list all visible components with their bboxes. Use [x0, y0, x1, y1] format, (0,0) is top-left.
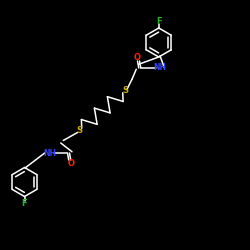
Text: NH: NH: [43, 148, 56, 158]
Text: F: F: [156, 16, 162, 26]
Text: S: S: [76, 126, 82, 135]
Text: O: O: [134, 54, 141, 62]
Text: S: S: [122, 86, 128, 95]
Text: O: O: [67, 158, 74, 168]
Text: NH: NH: [154, 64, 166, 72]
Text: F: F: [22, 199, 27, 208]
